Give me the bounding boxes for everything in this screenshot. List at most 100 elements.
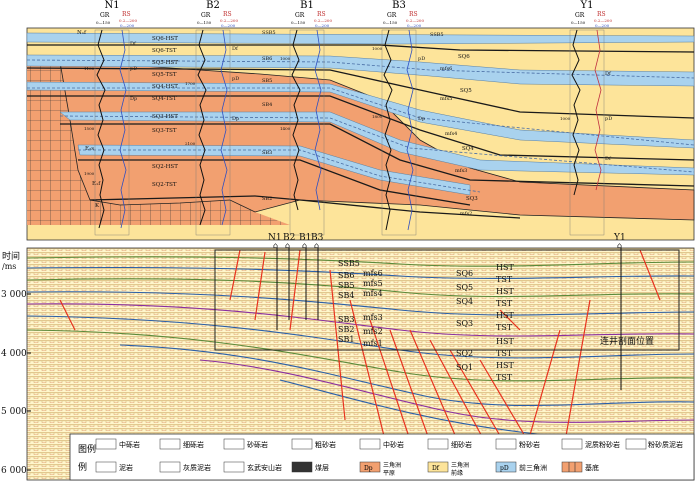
tract-label: TST (496, 349, 513, 358)
tract-label: HST (496, 311, 514, 320)
seismic-mfs-labels: mfs6 mfs5 mfs4 mfs3 mfs2 mfs1 (363, 269, 383, 348)
seismic-sq-labels: SQ6 SQ5 SQ4 SQ3 SQ2 SQ1 (456, 269, 473, 372)
well-symbol-icon: ⌂ (617, 241, 622, 250)
well-symbols: ⌂ ⌂ ⌂ ⌂ ⌂ (273, 241, 622, 250)
legend-item: 粉砂岩 (519, 440, 540, 449)
sq-label: SQ1 (456, 363, 473, 372)
gr-label: GR (295, 12, 305, 19)
mfs-label: mfs4 (363, 289, 383, 298)
tract-label: SQ6-HST (152, 36, 178, 42)
facies-code: Df (605, 71, 612, 77)
rs-range: 0.2—200 (594, 18, 612, 23)
sq-label: SQ5 (456, 283, 473, 292)
legend-item: 砂砾岩 (247, 440, 268, 449)
sq-label: SQ6 (458, 54, 470, 60)
facies-codes: Df pD Dp Df pD Dp pD Dp Df pD Df (130, 41, 612, 162)
well-top-label: N1 (268, 233, 282, 243)
sb-label: SB1 (338, 335, 354, 344)
depth-label: 1900 (84, 171, 95, 176)
tract-label: TST (496, 373, 513, 382)
strat-label: E₂s (85, 146, 94, 152)
well-headers: N1 B2 B1 B3 Y1 GR 0—150 RS 0.2—200 0—200… (96, 0, 612, 28)
well-section-position-box (214, 249, 680, 351)
legend-item: 煤层 (315, 463, 329, 472)
well-column (381, 29, 417, 236)
facies-code: Df (432, 465, 440, 472)
sb-label: SB4 (338, 291, 354, 300)
tract-label: SQ3-HST (152, 114, 178, 120)
sq-label: SQ3 (466, 196, 478, 202)
well-section-panel: N1 B2 B1 B3 Y1 GR 0—150 RS 0.2—200 0—200… (26, 0, 695, 241)
mfs-lines (26, 59, 695, 193)
tract-label: SQ5-TST (152, 72, 177, 78)
legend-title-2: 例 (78, 461, 87, 473)
sb-label: SB5 (338, 281, 354, 290)
depth-label: 1100 (84, 66, 95, 71)
legend-item: 粗砂岩 (315, 440, 336, 449)
surface-label: mfs5 (440, 96, 452, 102)
tract-label: TST (496, 323, 513, 332)
r1-label: 0—200 (120, 23, 135, 28)
sq-label: SQ3 (456, 319, 473, 328)
rs-range: 0.2—200 (314, 18, 332, 23)
axis-unit: /ms (2, 262, 16, 271)
legend-item: 粉砂质泥岩 (648, 440, 683, 449)
depth-label: 2100 (185, 141, 196, 146)
legend-item: 中砂岩 (383, 440, 404, 449)
facies-code: pD (500, 465, 509, 472)
facies-code: pD (418, 56, 425, 62)
facies-code: Dp (130, 96, 137, 102)
mfs-label: mfs1 (363, 339, 383, 348)
depth-label: 1400 (280, 126, 291, 131)
strat-label: E₁f (92, 181, 101, 187)
tract-label: SQ4-HST (152, 84, 178, 90)
sb-label: SB2 (338, 325, 354, 334)
legend-item: 细砾岩 (183, 440, 204, 449)
well-column (195, 29, 231, 236)
tract-label: SQ2-TST (152, 182, 177, 188)
surface-label: SSB5 (262, 30, 276, 36)
mfs-label: mfs2 (363, 327, 383, 336)
legend-item: 泥岩 (119, 463, 133, 472)
depth-label: 1800 (372, 114, 383, 119)
rs-label: RS (223, 11, 232, 18)
facies-code: pD (232, 76, 239, 82)
time-axis: 时间 /ms 3 000 4 000 5 000 6 000 (1, 250, 31, 476)
tract-label: SQ2-HST (152, 164, 178, 170)
seismic-horizons (26, 256, 695, 442)
surface-label: mfs2 (460, 211, 472, 217)
rs-range: 0.2—200 (119, 18, 137, 23)
facies-code: Dp (232, 116, 239, 122)
tract-label: TST (496, 275, 513, 284)
facies-code: Df (605, 156, 612, 162)
gr-range: 0—150 (383, 20, 398, 25)
basement-block (27, 62, 290, 225)
gr-label: GR (201, 12, 211, 19)
seismic-tract-labels: HST TST HST TST HST TST HST TST HST TST (496, 263, 514, 382)
facies-code: Df (130, 41, 137, 47)
well-logs (94, 29, 605, 236)
box-label: 连井剖面位置 (600, 335, 654, 347)
legend-row-1: 中砾岩 细砾岩 砂砾岩 粗砂岩 中砂岩 细砂岩 粉砂岩 泥质粉砂岩 粉砂质泥岩 (95, 438, 683, 450)
facies-name: 前三角洲 (519, 463, 547, 472)
facies-name: 平原 (383, 470, 395, 477)
axis-tick: 6 000 (1, 466, 27, 476)
well-column (94, 29, 130, 236)
surface-label: SB6 (262, 56, 272, 62)
legend-title: 图例 (78, 443, 96, 455)
axis-tick: 3 000 (1, 290, 27, 300)
legend-item: 细砂岩 (451, 440, 472, 449)
seismic-well-labels: N1 B2 B1 B3 Y1 (268, 233, 626, 243)
legend-item: 灰质泥岩 (183, 463, 211, 472)
depth-label: 1500 (84, 126, 95, 131)
axis-title: 时间 (2, 250, 20, 262)
well-name: N1 (104, 0, 119, 11)
depth-label: 1700 (185, 81, 196, 86)
well-name: B2 (206, 0, 220, 11)
facies-code: pD (130, 66, 137, 72)
legend: 图例 例 中砾岩 细砾岩 砂砾岩 粗砂岩 中砂岩 细砂岩 粉砂岩 泥质粉砂岩 粉… (69, 433, 695, 481)
tract-label: HST (496, 361, 514, 370)
facies-name: 三角洲 (451, 461, 469, 469)
rs-range: 0.2—200 (406, 18, 424, 23)
gr-range: 0—150 (96, 20, 111, 25)
